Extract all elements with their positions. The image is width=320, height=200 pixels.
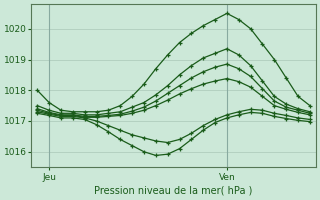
X-axis label: Pression niveau de la mer( hPa ): Pression niveau de la mer( hPa ) [94, 186, 253, 196]
